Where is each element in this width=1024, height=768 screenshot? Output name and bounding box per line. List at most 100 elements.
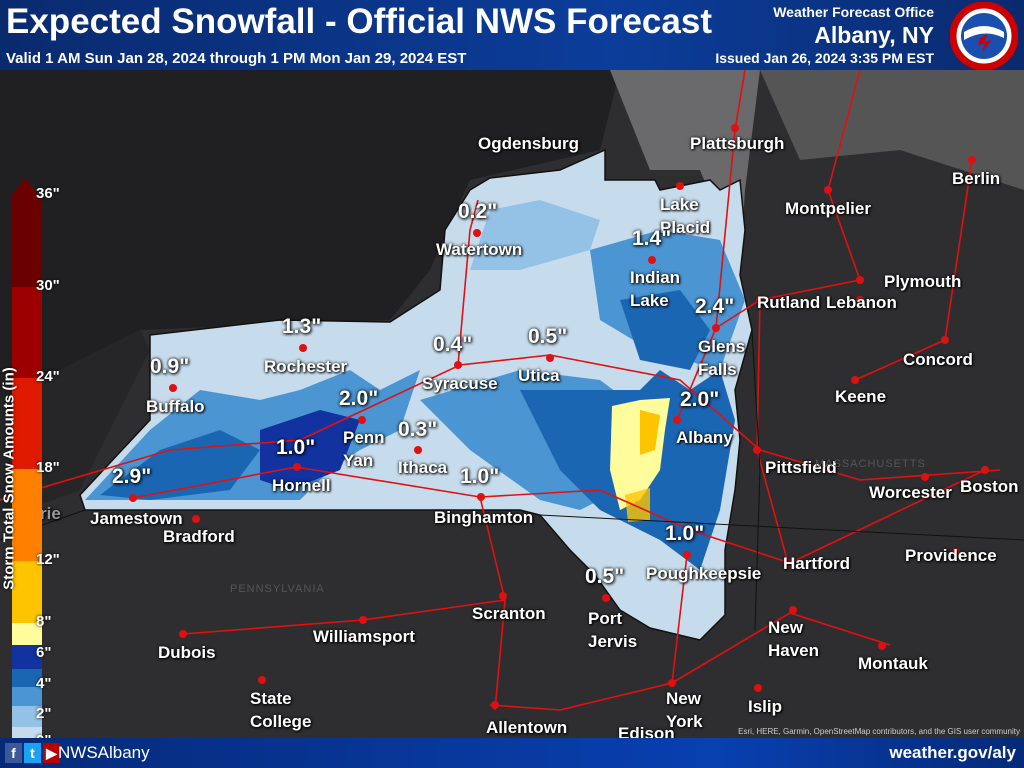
snow-amount: 0.5" — [528, 325, 568, 348]
youtube-icon[interactable]: ▶ — [43, 743, 60, 763]
city-marker — [258, 676, 266, 684]
city-label: Boston — [960, 477, 1019, 496]
snow-amount: 2.0" — [339, 387, 379, 410]
snow-band-1-2 — [470, 200, 600, 270]
city-label: Utica — [518, 366, 560, 385]
city-marker — [676, 182, 684, 190]
city-label: Plymouth — [884, 272, 962, 291]
legend-tick: 6" — [36, 644, 52, 661]
city-label: Berlin — [952, 169, 1001, 188]
city-label: New York — [666, 689, 703, 731]
city-label: Keene — [835, 387, 887, 406]
city-marker — [856, 276, 864, 284]
website-link[interactable]: weather.gov/aly — [889, 743, 1016, 762]
facebook-icon[interactable]: f — [5, 743, 22, 763]
legend-swatch — [12, 287, 42, 378]
city-marker — [683, 551, 691, 559]
city-label: Worcester — [869, 483, 952, 502]
city-label: Providence — [905, 546, 997, 565]
legend-colorbar — [12, 178, 42, 742]
legend-swatch — [12, 623, 42, 645]
office-name: Albany, NY — [814, 22, 934, 48]
city-marker — [952, 548, 960, 556]
city-marker — [856, 296, 864, 304]
city-label: Williamsport — [313, 627, 415, 646]
city-label: Bradford — [163, 527, 235, 546]
city-marker — [756, 296, 764, 304]
city-marker — [169, 384, 177, 392]
snow-band-8-12 — [625, 488, 650, 522]
legend-swatch — [12, 645, 42, 669]
city-label: Syracuse — [422, 374, 498, 393]
snow-amount: 1.0" — [460, 465, 500, 488]
city-label: Lake Placid — [660, 195, 711, 237]
city-marker — [981, 466, 989, 474]
city-label: Penn Yan — [343, 428, 385, 470]
city-marker — [921, 473, 929, 481]
city-marker — [192, 515, 200, 523]
snow-amount: 2.0" — [680, 388, 720, 411]
city-label: Port Jervis — [588, 609, 638, 651]
attribution: Esri, HERE, Garmin, OpenStreetMap contri… — [738, 727, 1020, 736]
snow-amount: 2.9" — [112, 465, 152, 488]
legend-tick: 4" — [36, 675, 52, 692]
city-label: State College — [250, 689, 312, 731]
city-marker — [414, 446, 422, 454]
snow-amount: 1.0" — [276, 436, 316, 459]
city-label: Scranton — [472, 604, 546, 623]
city-marker — [129, 494, 137, 502]
legend-tick: 36" — [36, 185, 60, 202]
city-label: Montpelier — [785, 199, 871, 218]
city-marker — [491, 701, 499, 709]
office-label: Weather Forecast Office — [773, 4, 934, 20]
city-marker — [668, 679, 676, 687]
city-label: Concord — [903, 350, 973, 369]
city-marker — [454, 361, 462, 369]
page-title: Expected Snowfall - Official NWS Forecas… — [6, 2, 712, 41]
city-marker — [754, 684, 762, 692]
city-marker — [941, 336, 949, 344]
city-label: rie — [40, 504, 61, 523]
legend-tick: 2" — [36, 705, 52, 722]
twitter-icon[interactable]: t — [24, 743, 41, 763]
city-label: Ithaca — [398, 458, 448, 477]
legend-title: Storm Total Snow Amounts (in) — [0, 367, 18, 590]
city-label: Hartford — [783, 554, 851, 573]
city-marker — [731, 124, 739, 132]
city-label: New Haven — [768, 618, 820, 660]
city-label: Plattsburgh — [690, 134, 785, 153]
city-label: Buffalo — [146, 397, 205, 416]
snow-amount: 1.0" — [665, 522, 705, 545]
snow-amount: 0.9" — [150, 355, 190, 378]
header: Expected Snowfall - Official NWS Forecas… — [0, 0, 1024, 70]
city-marker — [602, 594, 610, 602]
nws-logo-icon — [950, 2, 1018, 70]
snow-band-8-12 — [640, 410, 660, 455]
legend-swatch — [12, 706, 42, 727]
city-marker — [878, 642, 886, 650]
issued-time: Issued Jan 26, 2024 3:35 PM EST — [715, 50, 934, 66]
state-label-pennsylvania: PENNSYLVANIA — [230, 583, 325, 595]
city-marker — [359, 616, 367, 624]
city-label: Ogdensburg — [478, 134, 580, 153]
social-handle[interactable]: NWSAlbany — [58, 743, 150, 762]
city-marker — [477, 493, 485, 501]
city-label: Rutland — [757, 293, 821, 312]
city-label: Hornell — [272, 476, 331, 495]
city-marker — [299, 344, 307, 352]
snow-amount: 0.4" — [433, 333, 473, 356]
snow-amount: 1.4" — [632, 227, 672, 250]
city-marker — [712, 324, 720, 332]
state-label-massachusetts: MASSACHUSETTS — [815, 458, 926, 470]
footer: f t ▶ NWSAlbany weather.gov/aly — [0, 738, 1024, 768]
snow-band-3-4 — [620, 290, 710, 370]
lake-ontario — [0, 70, 620, 400]
city-label: Glens Falls — [698, 337, 746, 379]
new-england-land — [760, 70, 1024, 190]
snow-amount: 0.2" — [458, 200, 498, 223]
snow-band-3-4 — [100, 430, 260, 500]
legend-tick: 24" — [36, 368, 60, 385]
snow-band-4-6 — [260, 410, 360, 490]
city-label: Lebanon — [826, 293, 897, 312]
snow-amount: 2.4" — [695, 295, 735, 318]
